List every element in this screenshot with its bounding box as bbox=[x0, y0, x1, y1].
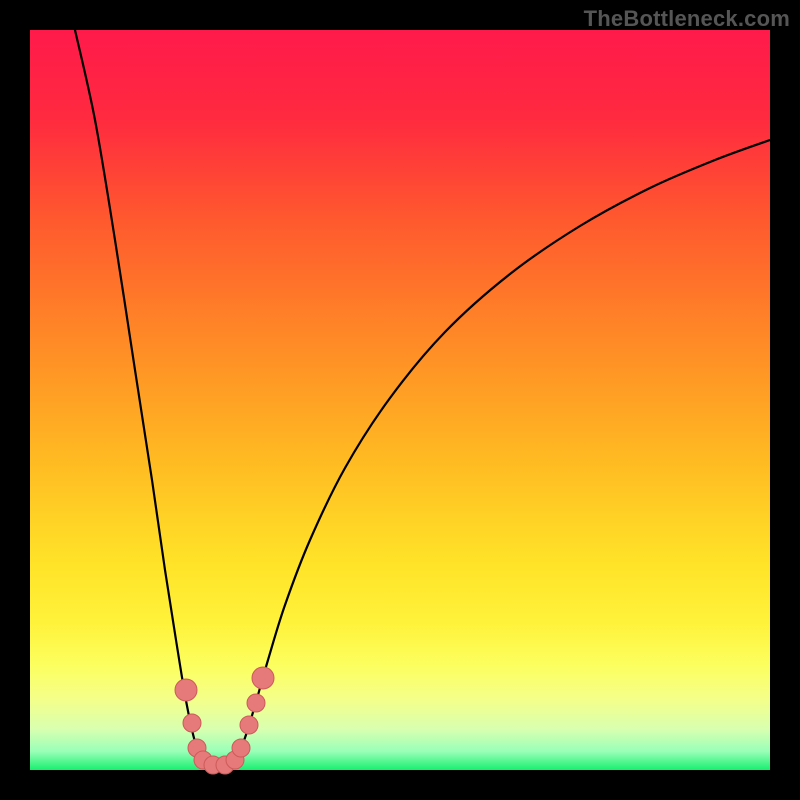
curve-marker bbox=[252, 667, 274, 689]
curve-marker bbox=[232, 739, 250, 757]
curve-marker bbox=[175, 679, 197, 701]
plot-area bbox=[30, 30, 770, 770]
chart-container: TheBottleneck.com bbox=[0, 0, 800, 800]
curve-marker bbox=[183, 714, 201, 732]
curve-marker bbox=[247, 694, 265, 712]
watermark-text: TheBottleneck.com bbox=[584, 6, 790, 32]
bottleneck-chart bbox=[0, 0, 800, 800]
curve-marker bbox=[240, 716, 258, 734]
